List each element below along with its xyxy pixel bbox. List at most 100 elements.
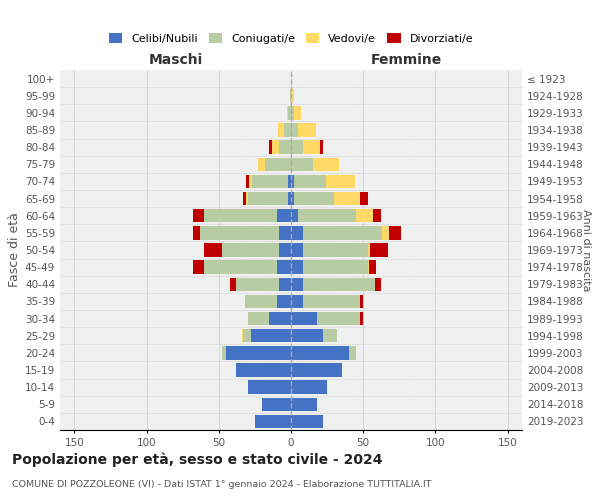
Bar [262,398,291,411]
Bar [284,124,291,136]
Bar [288,192,291,205]
Bar [277,294,291,308]
Bar [294,192,334,205]
Bar [248,192,288,205]
Bar [200,226,280,239]
Bar [244,192,246,205]
Text: Femmine: Femmine [371,52,442,66]
Bar [291,329,323,342]
Y-axis label: Anni di nascita: Anni di nascita [581,209,590,291]
Bar [252,174,288,188]
Bar [317,312,360,326]
Bar [251,329,291,342]
Bar [389,226,401,239]
Bar [242,329,244,342]
Bar [280,226,291,239]
Bar [291,278,302,291]
Bar [291,244,302,256]
Bar [236,364,291,376]
Bar [291,260,302,274]
Bar [258,158,265,171]
Bar [291,209,298,222]
Bar [226,346,291,360]
Bar [291,294,302,308]
Bar [291,89,294,102]
Bar [369,260,376,274]
Bar [356,209,373,222]
Bar [298,209,356,222]
Text: Maschi: Maschi [148,52,203,66]
Bar [290,89,291,102]
Bar [291,124,298,136]
Bar [230,278,236,291]
Bar [277,209,291,222]
Bar [294,106,301,120]
Bar [205,244,222,256]
Bar [193,260,205,274]
Bar [373,209,380,222]
Bar [249,174,252,188]
Bar [205,209,277,222]
Bar [291,140,302,154]
Bar [291,192,294,205]
Bar [291,312,317,326]
Bar [205,260,277,274]
Bar [255,414,291,428]
Bar [288,106,291,120]
Bar [368,244,370,256]
Bar [278,124,284,136]
Bar [265,158,291,171]
Bar [245,294,277,308]
Bar [302,294,360,308]
Bar [269,140,272,154]
Text: Popolazione per età, sesso e stato civile - 2024: Popolazione per età, sesso e stato civil… [12,452,383,467]
Bar [382,226,389,239]
Bar [326,174,355,188]
Bar [291,106,294,120]
Bar [248,380,291,394]
Bar [291,380,327,394]
Bar [298,124,316,136]
Bar [291,174,294,188]
Bar [193,226,200,239]
Bar [222,244,280,256]
Bar [288,174,291,188]
Legend: Celibi/Nubili, Coniugati/e, Vedovi/e, Divorziati/e: Celibi/Nubili, Coniugati/e, Vedovi/e, Di… [104,29,478,48]
Bar [236,278,280,291]
Bar [291,364,341,376]
Text: COMUNE DI POZZOLEONE (VI) - Dati ISTAT 1° gennaio 2024 - Elaborazione TUTTITALIA: COMUNE DI POZZOLEONE (VI) - Dati ISTAT 1… [12,480,431,489]
Bar [280,278,291,291]
Bar [360,312,363,326]
Bar [334,192,360,205]
Bar [323,329,337,342]
Bar [193,209,205,222]
Y-axis label: Fasce di età: Fasce di età [8,212,21,288]
Bar [320,140,323,154]
Bar [280,140,291,154]
Bar [360,192,368,205]
Bar [368,260,369,274]
Bar [291,414,323,428]
Bar [287,106,288,120]
Bar [246,192,248,205]
Bar [291,158,313,171]
Bar [277,260,291,274]
Bar [302,140,320,154]
Bar [291,226,302,239]
Bar [375,278,380,291]
Bar [349,346,356,360]
Bar [302,278,375,291]
Bar [313,158,338,171]
Bar [302,226,382,239]
Bar [222,346,226,360]
Bar [280,244,291,256]
Bar [272,140,280,154]
Bar [291,346,349,360]
Bar [370,244,388,256]
Bar [248,312,269,326]
Bar [294,174,326,188]
Bar [244,329,251,342]
Bar [302,260,368,274]
Bar [269,312,291,326]
Bar [302,244,368,256]
